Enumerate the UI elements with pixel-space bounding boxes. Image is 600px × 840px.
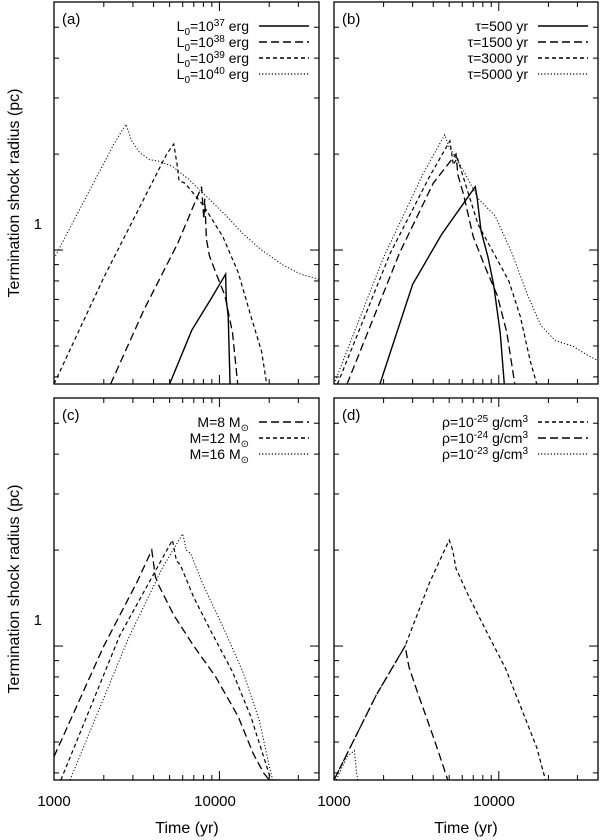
legend-label-b-3: τ=3000 yr bbox=[468, 50, 529, 66]
panel-c-frame bbox=[53, 397, 320, 781]
series-line-c-2 bbox=[60, 538, 272, 780]
panel-d-label: (d) bbox=[342, 407, 360, 424]
legend-label-b-1: τ=500 yr bbox=[475, 18, 528, 34]
y-tick-label-1-top: 1 bbox=[34, 216, 42, 233]
legend-label-c-2: M=12 M⊙ bbox=[190, 430, 249, 450]
legend-label-c-1: M=8 M⊙ bbox=[197, 414, 249, 434]
x-axis-label-c: Time (yr) bbox=[155, 820, 218, 837]
legend-label-a-4: L0=1040 erg bbox=[177, 66, 249, 86]
panel-a-frame bbox=[53, 1, 320, 385]
y-axis-label-bottom: Termination shock radius (pc) bbox=[6, 485, 23, 694]
y-tick-label-1-bottom: 1 bbox=[34, 612, 42, 629]
series-line-a-2 bbox=[110, 186, 239, 384]
series-line-b-2 bbox=[346, 152, 516, 384]
x-tick-label-10000-d: 10000 bbox=[473, 793, 515, 810]
legend-label-b-4: τ=5000 yr bbox=[468, 66, 529, 82]
legend-label-b-2: τ=1500 yr bbox=[468, 34, 529, 50]
series-line-a-1 bbox=[168, 271, 231, 384]
legend-label-a-2: L0=1038 erg bbox=[177, 34, 249, 54]
legend-label-d-3: ρ=10-23 g/cm3 bbox=[442, 446, 528, 462]
panel-d-frame bbox=[333, 397, 599, 781]
series-line-b-1 bbox=[379, 184, 505, 384]
y-axis-label-top: Termination shock radius (pc) bbox=[6, 89, 23, 298]
panel-a-label: (a) bbox=[62, 11, 80, 28]
series-line-a-3 bbox=[54, 142, 268, 384]
series-line-d-2 bbox=[334, 644, 449, 780]
series-line-d-3 bbox=[335, 749, 359, 780]
x-tick-label-1000-d: 1000 bbox=[317, 793, 350, 810]
legend-label-d-2: ρ=10-24 g/cm3 bbox=[442, 430, 528, 446]
series-line-b-3 bbox=[336, 139, 538, 384]
legend-label-a-3: L0=1039 erg bbox=[177, 50, 249, 70]
panel-b-label: (b) bbox=[342, 11, 360, 28]
series-line-b-4 bbox=[334, 133, 598, 384]
x-tick-label-1000-c: 1000 bbox=[37, 793, 70, 810]
series-line-d-1 bbox=[334, 538, 547, 780]
panel-b-frame bbox=[333, 1, 599, 385]
panel-c-label: (c) bbox=[62, 407, 80, 424]
x-axis-label-d: Time (yr) bbox=[434, 820, 497, 837]
series-line-a-4 bbox=[54, 123, 319, 280]
legend-label-d-1: ρ=10-25 g/cm3 bbox=[442, 414, 528, 430]
legend-label-a-1: L0=1037 erg bbox=[177, 18, 249, 38]
x-tick-label-10000-c: 10000 bbox=[194, 793, 236, 810]
series-line-c-1 bbox=[54, 547, 283, 780]
legend-label-c-3: M=16 M⊙ bbox=[190, 446, 249, 466]
series-line-c-3 bbox=[69, 532, 274, 780]
